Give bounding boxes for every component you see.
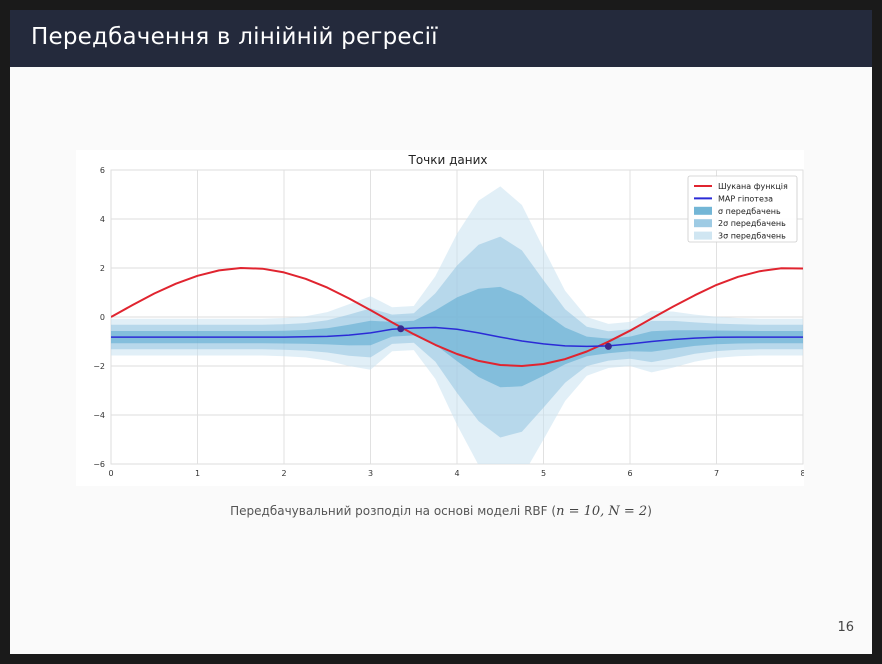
chart-bands bbox=[111, 186, 803, 464]
series-line-MAP-гіпотеза bbox=[111, 326, 803, 348]
x-tick-label: 2 bbox=[281, 469, 286, 478]
band-σ-передбачень bbox=[111, 286, 803, 388]
x-tick-label: 6 bbox=[627, 469, 632, 478]
series-line-Шукана-функція bbox=[111, 267, 803, 367]
data-point bbox=[397, 325, 405, 333]
figure-caption: Передбачувальний розподіл на основі моде… bbox=[10, 504, 872, 519]
x-tick-label: 8 bbox=[800, 469, 804, 478]
y-tick-label: 4 bbox=[100, 215, 105, 224]
x-tick-label: 5 bbox=[541, 469, 546, 478]
legend-label: MAP гіпотеза bbox=[718, 194, 773, 203]
y-tick-label: 0 bbox=[100, 313, 105, 322]
y-tick-label: −2 bbox=[93, 362, 105, 371]
legend-swatch-band bbox=[694, 231, 712, 240]
chart-svg: 0 1 2 3 4 5 6 7 8 6 4 2 0 −2 −4 −6 Точки даних Шукана ф… bbox=[93, 153, 804, 478]
legend-label: σ передбачень bbox=[718, 207, 781, 216]
legend-label: Шукана функція bbox=[718, 182, 788, 191]
y-tick-label: −6 bbox=[93, 460, 105, 469]
page-number: 16 bbox=[837, 620, 854, 635]
x-tick-label: 4 bbox=[454, 469, 459, 478]
caption-text: Передбачувальний розподіл на основі моде… bbox=[230, 504, 557, 518]
legend-label: 3σ передбачень bbox=[718, 232, 786, 241]
legend-label: 2σ передбачень bbox=[718, 219, 786, 228]
chart-ticks: 0 1 2 3 4 5 6 7 8 6 4 2 0 −2 −4 −6 bbox=[93, 166, 804, 478]
x-tick-label: 1 bbox=[195, 469, 200, 478]
y-tick-label: −4 bbox=[93, 411, 105, 420]
chart-title: Точки даних bbox=[407, 153, 487, 167]
y-tick-label: 2 bbox=[100, 264, 105, 273]
data-point bbox=[604, 342, 612, 350]
chart-figure: 0 1 2 3 4 5 6 7 8 6 4 2 0 −2 −4 −6 Точки даних Шукана ф… bbox=[76, 150, 804, 486]
x-tick-label: 3 bbox=[368, 469, 373, 478]
y-tick-label: 6 bbox=[100, 166, 105, 175]
x-tick-label: 0 bbox=[108, 469, 113, 478]
slide: Передбачення в лінійній регресії 0 1 2 3 4 5 6… bbox=[10, 10, 872, 654]
chart-legend: Шукана функція MAP гіпотеза σ передбачень 2… bbox=[687, 175, 798, 243]
legend-swatch-band bbox=[694, 206, 712, 215]
slide-title: Передбачення в лінійній регресії bbox=[31, 24, 438, 50]
chart-lines bbox=[111, 267, 803, 367]
x-tick-label: 7 bbox=[714, 469, 719, 478]
caption-suffix: ) bbox=[647, 504, 652, 518]
caption-math: n = 10, N = 2 bbox=[556, 504, 648, 519]
slide-header: Передбачення в лінійній регресії bbox=[10, 10, 872, 67]
legend-swatch-band bbox=[694, 219, 712, 228]
legend-box bbox=[687, 175, 798, 243]
chart-points bbox=[397, 325, 612, 350]
